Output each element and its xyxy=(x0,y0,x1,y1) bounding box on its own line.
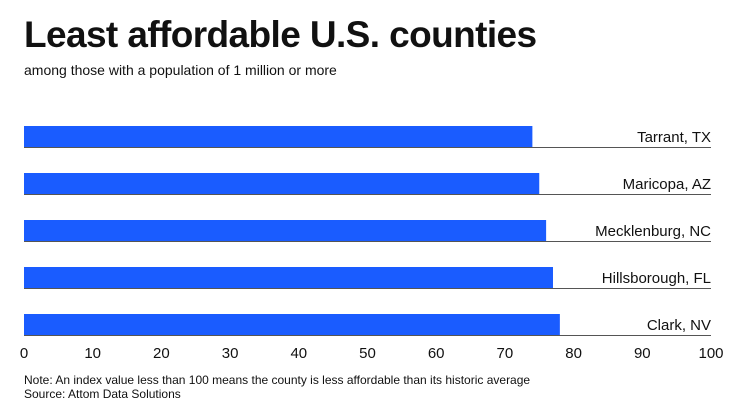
x-tick-label: 100 xyxy=(698,345,723,362)
x-tick-label: 50 xyxy=(359,345,376,362)
x-tick-label: 20 xyxy=(153,345,170,362)
x-tick-label: 80 xyxy=(565,345,582,362)
bar xyxy=(24,220,547,241)
x-tick-label: 30 xyxy=(222,345,239,362)
x-tick-label: 90 xyxy=(634,345,651,362)
x-tick-label: 60 xyxy=(428,345,445,362)
chart-source: Source: Attom Data Solutions xyxy=(24,387,181,401)
bar xyxy=(24,126,533,147)
bar xyxy=(24,267,553,288)
chart-subtitle: among those with a population of 1 milli… xyxy=(24,62,337,78)
bar xyxy=(24,314,560,335)
x-tick-label: 0 xyxy=(20,345,28,362)
category-label: Mecklenburg, NC xyxy=(595,223,711,240)
category-label: Clark, NV xyxy=(647,317,711,334)
x-tick-label: 40 xyxy=(290,345,307,362)
x-tick-label: 70 xyxy=(497,345,514,362)
category-label: Maricopa, AZ xyxy=(623,176,711,193)
chart-note: Note: An index value less than 100 means… xyxy=(24,373,531,387)
bar xyxy=(24,173,540,194)
x-tick-label: 10 xyxy=(84,345,101,362)
category-label: Hillsborough, FL xyxy=(602,270,711,287)
chart-title: Least affordable U.S. counties xyxy=(24,14,537,55)
category-label: Tarrant, TX xyxy=(637,129,711,146)
chart-footer: Note: An index value less than 100 means… xyxy=(24,373,530,401)
